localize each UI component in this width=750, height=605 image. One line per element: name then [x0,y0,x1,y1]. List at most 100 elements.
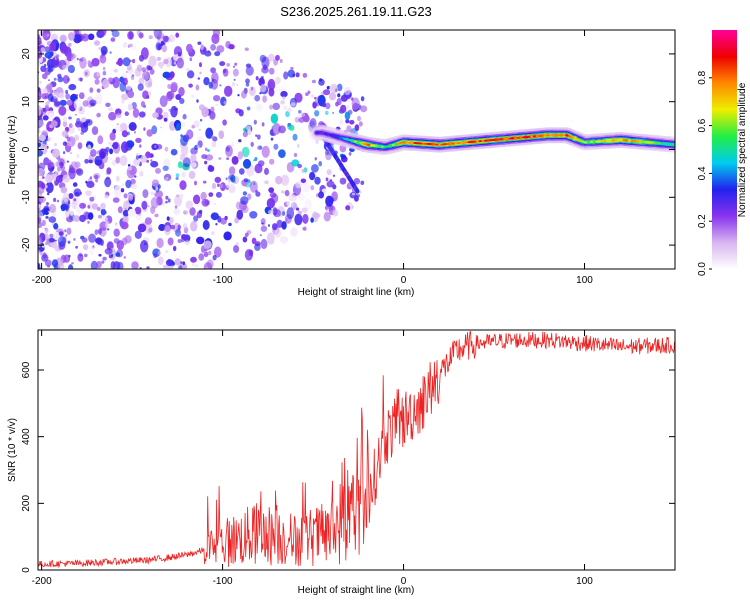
heat-blob [69,165,73,170]
heat-blob [95,79,100,85]
heat-blob [128,44,133,48]
heat-blob [298,117,304,123]
heat-blob [63,193,69,203]
heat-blob [259,92,261,94]
heat-blob [183,223,187,229]
heat-blob [162,45,167,53]
heat-blob [301,113,305,117]
heat-blob [290,67,293,70]
heat-blob [275,176,282,185]
heat-blob [63,75,70,84]
heat-blob [110,132,116,140]
heat-blob [77,154,80,158]
heat-blob [101,261,104,264]
heat-blob [238,139,241,142]
heat-blob [188,84,193,88]
heat-blob [58,106,66,116]
heat-blob [87,145,91,151]
heat-blob [211,212,219,220]
heat-blob [78,142,83,149]
heat-blob [245,48,249,51]
heat-blob [88,246,94,255]
heat-blob [236,202,241,210]
heat-blob [339,119,343,125]
heat-blob [164,225,171,235]
heat-blob [190,57,193,61]
heat-blob [160,127,162,129]
heat-blob [41,47,46,52]
heat-blob [53,198,56,202]
heat-blob [310,185,314,190]
heat-blob [75,114,77,116]
heat-blob [176,173,179,177]
heat-blob [287,108,291,112]
heat-blob [273,144,278,150]
heat-blob [341,95,348,102]
heat-blob [89,87,93,93]
heat-blob [228,179,230,182]
heat-blob [249,211,257,219]
heat-blob [176,123,181,131]
heat-blob [260,84,266,92]
heat-blob [213,255,217,261]
colorbar-axes: 0.00.20.40.60.8 [697,70,712,276]
heat-blob [290,227,297,236]
heat-blob [131,183,137,189]
heat-blob [81,117,87,123]
heat-blob [349,152,352,156]
heat-blob [219,130,225,139]
heat-blob [35,150,43,157]
heat-blob [53,91,59,99]
heat-blob [198,253,204,261]
heat-blob [126,85,131,90]
heat-blob [132,59,135,63]
heat-blob [244,178,248,182]
heat-blob [104,177,111,187]
heat-blob [327,181,335,188]
heat-blob [262,95,267,103]
heat-blob [48,68,53,72]
heat-blob [89,197,94,202]
heat-blob [305,92,309,96]
heat-blob [251,142,254,147]
heat-blob [187,70,194,78]
heat-blob [70,152,72,154]
heat-blob [239,168,245,175]
heat-blob [60,44,68,54]
heat-blob [205,200,210,205]
snr-frame [38,330,675,570]
heat-blob [262,122,265,126]
heat-blob [118,206,123,213]
heat-blob [154,145,156,148]
heat-blob [173,246,176,251]
heat-blob [63,141,67,146]
heat-blob [190,154,196,162]
y-tick-label: 0 [21,567,32,573]
heat-blob [67,228,72,235]
heat-blob [57,200,59,203]
spectrogram-x-axis-label: Height of straight line (km) [298,287,415,298]
heat-blob [209,111,215,120]
heat-blob [269,159,274,165]
heat-blob [163,72,171,79]
heat-blob [325,196,333,207]
heat-blob [146,266,149,270]
heat-blob [121,188,124,192]
heat-blob [143,127,145,130]
heat-blob [116,157,121,164]
heat-blob [327,169,332,175]
heat-blob [233,245,239,253]
heat-blob [256,76,259,80]
heat-blob [83,244,88,250]
heat-blob [261,66,269,73]
heat-blob [311,164,319,173]
heat-blob [49,234,53,238]
heat-blob [61,204,66,211]
heat-blob [47,100,50,103]
heat-blob [148,91,151,96]
heat-blob [73,238,75,241]
heat-blob [98,254,101,257]
heat-blob [62,175,70,183]
colorbar-tick-label: 0.0 [697,262,708,276]
heat-blob [125,235,132,243]
